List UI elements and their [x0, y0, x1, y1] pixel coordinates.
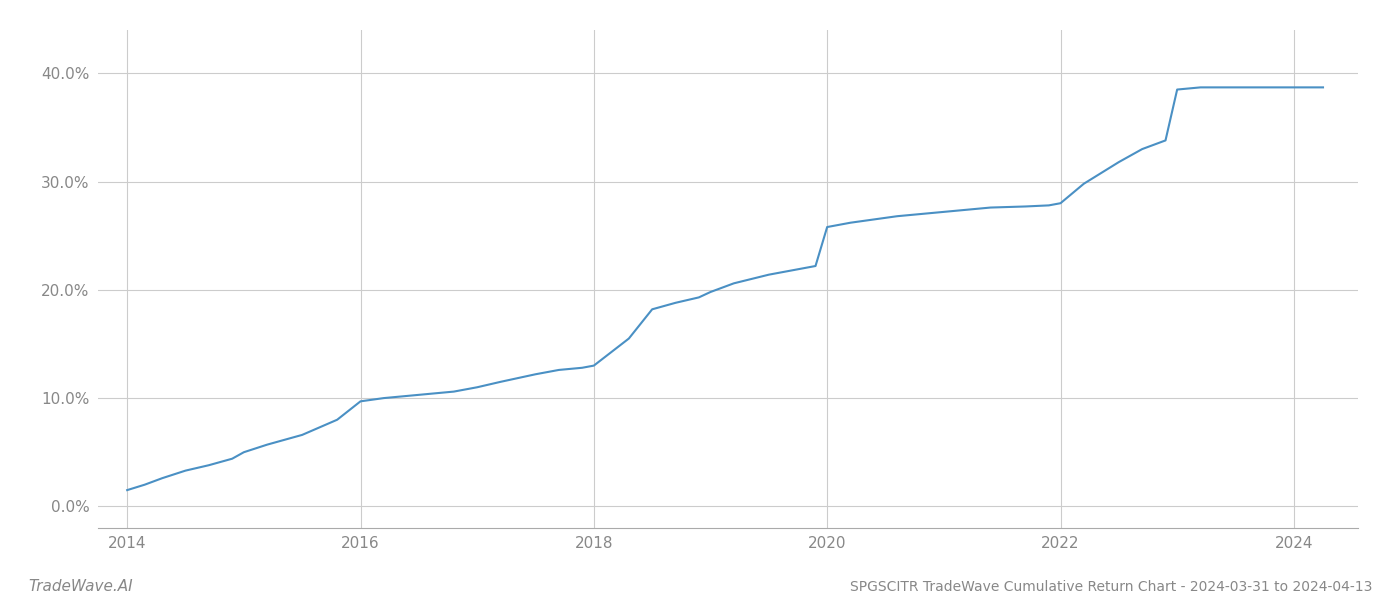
Text: TradeWave.AI: TradeWave.AI — [28, 579, 133, 594]
Text: SPGSCITR TradeWave Cumulative Return Chart - 2024-03-31 to 2024-04-13: SPGSCITR TradeWave Cumulative Return Cha… — [850, 580, 1372, 594]
